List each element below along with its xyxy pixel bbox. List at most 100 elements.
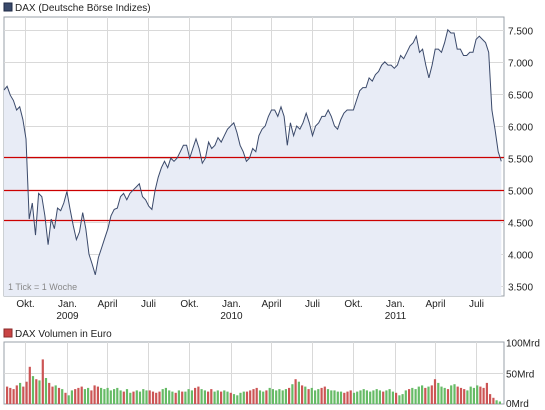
volume-bar <box>336 391 339 404</box>
volume-bar <box>77 387 80 404</box>
volume-bar <box>61 389 64 404</box>
volume-bar <box>190 390 193 404</box>
volume-bar <box>220 391 223 404</box>
price-y-tick-labels: 3.500 4.000 4.500 5.000 5.500 6.000 6.500 7.000… <box>508 27 533 294</box>
volume-bar <box>168 390 171 404</box>
volume-bar <box>310 387 313 404</box>
volume-bar <box>323 386 326 404</box>
price-chart-title: DAX (Deutsche Börse Indizes) <box>15 3 151 14</box>
volume-bar <box>57 387 61 404</box>
price-area-fill <box>4 29 502 297</box>
volume-bar <box>142 389 145 404</box>
x-tick-label: April <box>97 299 117 310</box>
volume-plot <box>3 341 505 405</box>
y-tick-label: 4.000 <box>508 251 533 262</box>
y-tick-label: 5.500 <box>508 155 533 166</box>
y-tick-label: 6.500 <box>508 91 533 102</box>
volume-bar <box>466 390 469 404</box>
volume-bar <box>339 391 343 404</box>
volume-bar <box>262 391 265 404</box>
volume-bar <box>414 389 417 404</box>
volume-bar <box>25 381 28 404</box>
volume-bar <box>382 391 385 404</box>
volume-bar <box>408 389 411 404</box>
volume-bar <box>495 400 498 404</box>
volume-bar <box>459 387 463 404</box>
price-legend-swatch <box>3 2 13 12</box>
volume-bar <box>15 385 18 404</box>
volume-bar <box>187 389 190 404</box>
volume-bar <box>281 390 284 404</box>
x-tick-label: Juli <box>141 299 156 310</box>
volume-bar <box>330 390 333 404</box>
volume-bar <box>417 386 420 404</box>
volume-bar <box>226 391 229 404</box>
volume-bar <box>203 390 206 404</box>
volume-bar <box>278 389 281 404</box>
volume-bar <box>31 376 35 404</box>
x-year-label: 2011 <box>385 311 407 322</box>
volume-bar <box>421 385 424 404</box>
volume-bar <box>151 391 155 404</box>
volume-bar <box>288 387 291 404</box>
x-tick-label: Jan. <box>58 299 77 310</box>
volume-bar <box>453 384 456 404</box>
x-tick-label: Jan. <box>222 299 241 310</box>
volume-bar <box>320 387 323 404</box>
volume-bar <box>252 389 255 404</box>
volume-bar <box>245 391 249 404</box>
y-tick-label: 4.500 <box>508 219 533 230</box>
volume-bar <box>430 385 433 404</box>
volume-bar <box>333 390 336 404</box>
volume-bar <box>404 390 407 404</box>
x-tick-label: April <box>425 299 445 310</box>
volume-bar <box>135 390 138 404</box>
x-tick-label: April <box>261 299 281 310</box>
volume-bar <box>284 389 287 404</box>
volume-bar <box>197 386 200 404</box>
volume-bar <box>164 387 167 404</box>
x-tick-label: Okt. <box>344 299 362 310</box>
volume-bar <box>174 392 177 404</box>
volume-bar <box>258 390 262 404</box>
volume-bar <box>343 392 346 404</box>
volume-bar <box>242 391 245 404</box>
y-tick-label: 6.000 <box>508 123 533 134</box>
volume-bar <box>103 389 106 404</box>
volume-bar <box>265 390 268 404</box>
y-tick-label: 3.500 <box>508 283 533 294</box>
volume-bar <box>307 389 310 404</box>
volume-bar <box>489 394 492 404</box>
volume-bar <box>346 391 349 404</box>
volume-bar <box>113 389 116 404</box>
volume-bar <box>463 389 466 404</box>
volume-bar <box>271 389 274 404</box>
volume-bar <box>90 390 93 404</box>
volume-bar <box>207 391 210 404</box>
volume-bar <box>54 385 57 404</box>
volume-bar <box>304 386 307 404</box>
volume-bar <box>171 391 174 404</box>
volume-bar <box>349 390 352 404</box>
volume-bar <box>83 389 86 404</box>
volume-y-tick-label: 0Mrd <box>506 399 529 410</box>
volume-bar <box>138 391 142 404</box>
volume-bar <box>472 387 475 404</box>
volume-bar <box>22 386 25 404</box>
volume-bar <box>158 391 161 404</box>
volume-bar <box>51 386 54 404</box>
volume-bar <box>125 389 129 404</box>
volume-bar <box>356 391 359 404</box>
volume-bar <box>200 389 203 404</box>
volume-y-tick-label: 100Mrd <box>506 339 540 350</box>
volume-bar <box>352 392 356 404</box>
volume-bar <box>87 387 90 404</box>
volume-bar <box>482 387 485 404</box>
x-year-label: 2009 <box>56 311 79 322</box>
volume-bar <box>161 389 164 404</box>
volume-bar <box>372 390 375 404</box>
volume-bar <box>210 389 213 404</box>
price-series-line <box>3 28 502 275</box>
volume-bar <box>12 389 15 404</box>
volume-bar <box>314 390 317 404</box>
